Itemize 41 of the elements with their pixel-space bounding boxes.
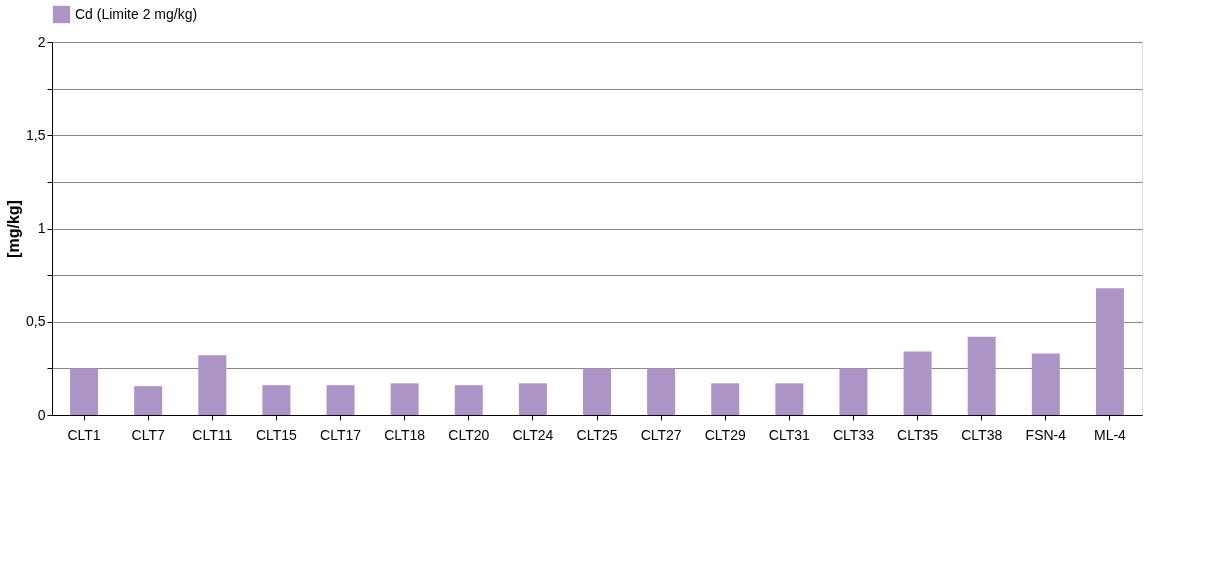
x-tick-label: CLT31 (768, 426, 811, 443)
bar (583, 368, 611, 415)
y-tick-label: 1,5 (26, 126, 46, 143)
bar (711, 383, 740, 415)
bar (262, 385, 291, 415)
x-tick-label: CLT25 (576, 426, 618, 443)
x-tick-label: ML-4 (1093, 426, 1127, 443)
x-tick-label: CLT18 (384, 426, 426, 443)
x-tick-label: CLT38 (961, 426, 1003, 443)
x-tick-label: CLT27 (640, 426, 682, 443)
x-tick-label: CLT11 (192, 426, 233, 443)
bar (390, 383, 419, 415)
x-tick-label: CLT7 (131, 426, 165, 443)
bar (518, 383, 547, 415)
x-tick-label: CLT15 (255, 426, 298, 443)
bar (70, 368, 99, 415)
x-tick-label: CLT17 (320, 426, 362, 443)
bar (454, 385, 483, 415)
x-tick-label: CLT20 (448, 426, 490, 443)
x-tick-label: CLT35 (897, 426, 939, 443)
bar (1031, 353, 1060, 415)
x-tick-label: CLT1 (67, 426, 101, 443)
x-tick-label: CLT29 (704, 426, 746, 443)
x-tick-label: CLT24 (512, 426, 554, 443)
legend-label: Cd (Limite 2 mg/kg) (75, 5, 198, 22)
y-axis-title: [mg/kg] (5, 200, 23, 258)
bar (839, 368, 868, 415)
bar (775, 383, 804, 415)
bar (1095, 288, 1124, 415)
y-tick-label: 0,5 (26, 313, 46, 330)
x-tick-label: FSN-4 (1025, 426, 1067, 443)
bar (903, 351, 932, 415)
y-tick-label: 0 (37, 406, 46, 423)
bar (198, 355, 227, 415)
y-tick-label: 2 (37, 33, 46, 50)
bar (647, 368, 676, 415)
x-tick-label: CLT33 (832, 426, 875, 443)
bar (967, 336, 996, 415)
bar (134, 386, 163, 415)
y-tick-label: 1 (37, 220, 46, 236)
bar (326, 385, 355, 415)
